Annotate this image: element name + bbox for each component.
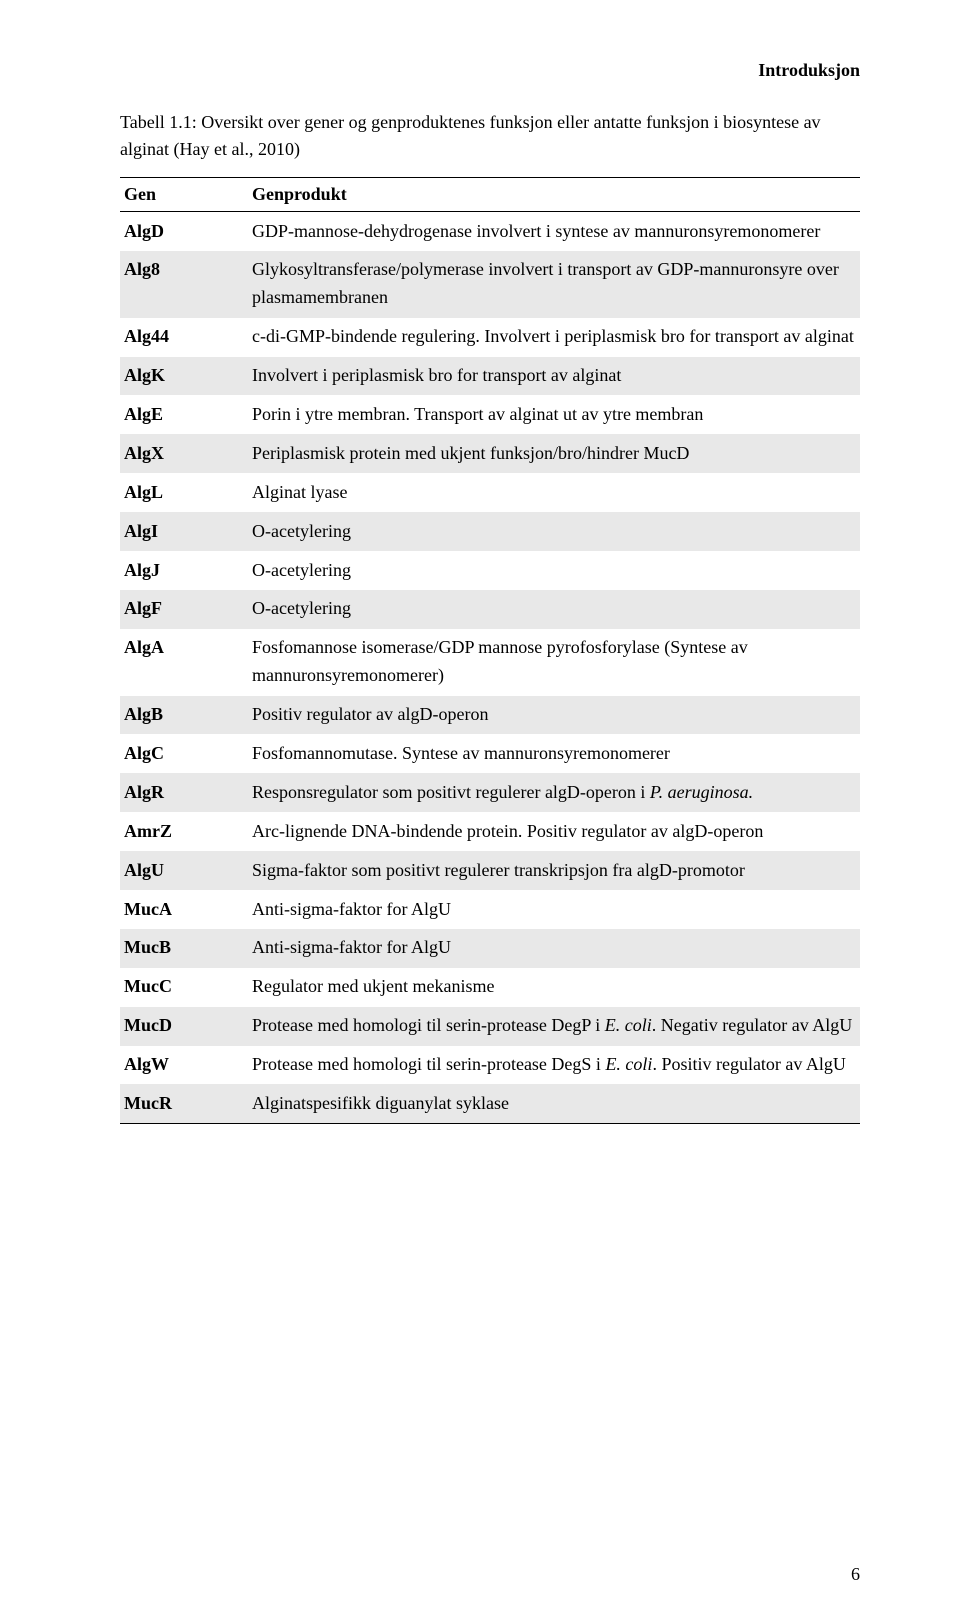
table-row: AlgCFosfomannomutase. Syntese av mannuro…	[120, 734, 860, 773]
gene-cell: AlgI	[120, 512, 224, 551]
product-cell: Sigma-faktor som positivt regulerer tran…	[224, 851, 860, 890]
product-cell: Protease med homologi til serin-protease…	[224, 1046, 860, 1085]
product-cell: Responsregulator som positivt regulerer …	[224, 773, 860, 812]
product-cell: Anti-sigma-faktor for AlgU	[224, 929, 860, 968]
table-row: AlgJO-acetylering	[120, 551, 860, 590]
table-row: AlgLAlginat lyase	[120, 473, 860, 512]
product-cell: Positiv regulator av algD-operon	[224, 696, 860, 735]
gene-cell: AlgE	[120, 395, 224, 434]
column-header-product: Genprodukt	[224, 178, 860, 212]
table-row: Alg44c-di-GMP-bindende regulering. Invol…	[120, 318, 860, 357]
table-row: MucDProtease med homologi til serin-prot…	[120, 1007, 860, 1046]
product-cell: Fosfomannose isomerase/GDP mannose pyrof…	[224, 629, 860, 696]
table-row: AmrZArc-lignende DNA-bindende protein. P…	[120, 812, 860, 851]
table-row: AlgEPorin i ytre membran. Transport av a…	[120, 395, 860, 434]
product-cell: Protease med homologi til serin-protease…	[224, 1007, 860, 1046]
table-row: AlgWProtease med homologi til serin-prot…	[120, 1046, 860, 1085]
gene-cell: AlgL	[120, 473, 224, 512]
gene-cell: AmrZ	[120, 812, 224, 851]
product-cell: c-di-GMP-bindende regulering. Involvert …	[224, 318, 860, 357]
product-cell: Regulator med ukjent mekanisme	[224, 968, 860, 1007]
gene-cell: AlgK	[120, 357, 224, 396]
product-cell: O-acetylering	[224, 551, 860, 590]
product-cell: Porin i ytre membran. Transport av algin…	[224, 395, 860, 434]
table-row: AlgXPeriplasmisk protein med ukjent funk…	[120, 434, 860, 473]
product-cell: GDP-mannose-dehydrogenase involvert i sy…	[224, 212, 860, 251]
gene-cell: MucA	[120, 890, 224, 929]
table-caption: Tabell 1.1: Oversikt over gener og genpr…	[120, 109, 860, 163]
gene-table: Gen Genprodukt AlgDGDP-mannose-dehydroge…	[120, 177, 860, 1124]
gene-cell: MucD	[120, 1007, 224, 1046]
gene-cell: AlgF	[120, 590, 224, 629]
gene-cell: AlgD	[120, 212, 224, 251]
table-row: AlgUSigma-faktor som positivt regulerer …	[120, 851, 860, 890]
table-row: AlgAFosfomannose isomerase/GDP mannose p…	[120, 629, 860, 696]
product-cell: O-acetylering	[224, 590, 860, 629]
gene-cell: AlgW	[120, 1046, 224, 1085]
product-cell: Fosfomannomutase. Syntese av mannuronsyr…	[224, 734, 860, 773]
table-row: Alg8Glykosyltransferase/polymerase invol…	[120, 251, 860, 318]
table-row: MucRAlginatspesifikk diguanylat syklase	[120, 1084, 860, 1123]
gene-cell: Alg44	[120, 318, 224, 357]
gene-cell: MucR	[120, 1084, 224, 1123]
table-row: AlgDGDP-mannose-dehydrogenase involvert …	[120, 212, 860, 251]
product-cell: Involvert i periplasmisk bro for transpo…	[224, 357, 860, 396]
table-row: AlgKInvolvert i periplasmisk bro for tra…	[120, 357, 860, 396]
table-row: AlgBPositiv regulator av algD-operon	[120, 696, 860, 735]
gene-cell: MucB	[120, 929, 224, 968]
section-header: Introduksjon	[120, 60, 860, 81]
product-cell: Periplasmisk protein med ukjent funksjon…	[224, 434, 860, 473]
gene-cell: AlgA	[120, 629, 224, 696]
product-cell: Alginat lyase	[224, 473, 860, 512]
product-cell: Anti-sigma-faktor for AlgU	[224, 890, 860, 929]
page-number: 6	[851, 1564, 860, 1585]
gene-cell: MucC	[120, 968, 224, 1007]
product-cell: Arc-lignende DNA-bindende protein. Posit…	[224, 812, 860, 851]
table-row: AlgIO-acetylering	[120, 512, 860, 551]
table-row: AlgFO-acetylering	[120, 590, 860, 629]
gene-cell: AlgB	[120, 696, 224, 735]
document-page: Introduksjon Tabell 1.1: Oversikt over g…	[0, 0, 960, 1615]
column-header-gene: Gen	[120, 178, 224, 212]
gene-cell: AlgR	[120, 773, 224, 812]
gene-cell: AlgU	[120, 851, 224, 890]
table-row: AlgRResponsregulator som positivt regule…	[120, 773, 860, 812]
gene-cell: AlgX	[120, 434, 224, 473]
table-row: MucCRegulator med ukjent mekanisme	[120, 968, 860, 1007]
gene-cell: AlgJ	[120, 551, 224, 590]
product-cell: Glykosyltransferase/polymerase involvert…	[224, 251, 860, 318]
gene-cell: AlgC	[120, 734, 224, 773]
table-row: MucAAnti-sigma-faktor for AlgU	[120, 890, 860, 929]
product-cell: O-acetylering	[224, 512, 860, 551]
table-header-row: Gen Genprodukt	[120, 178, 860, 212]
table-row: MucBAnti-sigma-faktor for AlgU	[120, 929, 860, 968]
gene-cell: Alg8	[120, 251, 224, 318]
product-cell: Alginatspesifikk diguanylat syklase	[224, 1084, 860, 1123]
